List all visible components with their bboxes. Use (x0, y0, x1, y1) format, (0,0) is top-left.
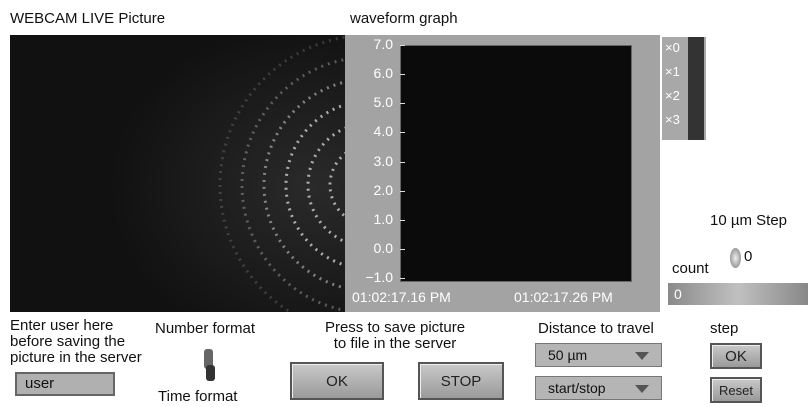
reset-button[interactable]: Reset (710, 377, 762, 403)
tick-mark (400, 45, 405, 46)
step-title: step (710, 320, 738, 337)
y-tick-label: 5.0 (365, 94, 393, 110)
y-tick-label: 0.0 (365, 240, 393, 256)
plot-area (400, 45, 632, 282)
knob-value: 0 (744, 248, 752, 265)
text-line: Enter user here (10, 318, 142, 334)
y-tick-label: 2.0 (365, 182, 393, 198)
mode-dropdown[interactable]: start/stop (535, 376, 662, 400)
graph-title: waveform graph (350, 10, 458, 27)
tick-mark (400, 220, 405, 221)
legend-entry: ×0 (665, 40, 680, 55)
tick-mark (400, 249, 405, 250)
knob[interactable] (730, 248, 741, 268)
camera-title: WEBCAM LIVE Picture (10, 10, 165, 27)
format-toggle[interactable] (198, 345, 222, 385)
tick-mark (400, 74, 405, 75)
legend-entry: ×2 (665, 88, 680, 103)
page: WEBCAM LIVE Picture waveform graph 7.0 6.… (0, 0, 812, 407)
stop-button[interactable]: STOP (418, 362, 504, 400)
tick-mark (400, 162, 405, 163)
x-label: 01:02:17.16 PM (352, 289, 451, 305)
user-input[interactable]: user (15, 372, 115, 396)
format-bottom: Time format (158, 388, 237, 405)
ok-button[interactable]: OK (290, 362, 384, 400)
text-line: picture in the server (10, 350, 142, 366)
step-label: 10 µm Step (710, 212, 787, 229)
y-tick-label: 7.0 (365, 36, 393, 52)
x-label: 01:02:17.26 PM (514, 289, 613, 305)
y-tick-label: 3.0 (365, 153, 393, 169)
y-tick-label: 4.0 (365, 123, 393, 139)
webcam-image (10, 35, 345, 312)
y-tick-label: 1.0 (365, 211, 393, 227)
legend-entry: ×3 (665, 112, 680, 127)
legend-entry: ×1 (665, 64, 680, 79)
text-line: to file in the server (300, 336, 490, 352)
count-label: count (672, 260, 709, 277)
travel-label: Distance to travel (538, 320, 654, 337)
tick-mark (400, 278, 405, 279)
step-ok-button[interactable]: OK (710, 343, 762, 369)
count-indicator: 0 (668, 283, 808, 305)
plot-legend: ×0 ×1 ×2 ×3 (662, 37, 706, 140)
tick-mark (400, 103, 405, 104)
text-line: Press to save picture (300, 320, 490, 336)
tick-mark (400, 132, 405, 133)
y-tick-label: −1.0 (365, 269, 393, 285)
text-line: before saving the (10, 334, 142, 350)
y-tick-label: 6.0 (365, 65, 393, 81)
distance-dropdown[interactable]: 50 µm (535, 343, 662, 367)
tick-mark (400, 191, 405, 192)
format-top: Number format (155, 320, 255, 337)
